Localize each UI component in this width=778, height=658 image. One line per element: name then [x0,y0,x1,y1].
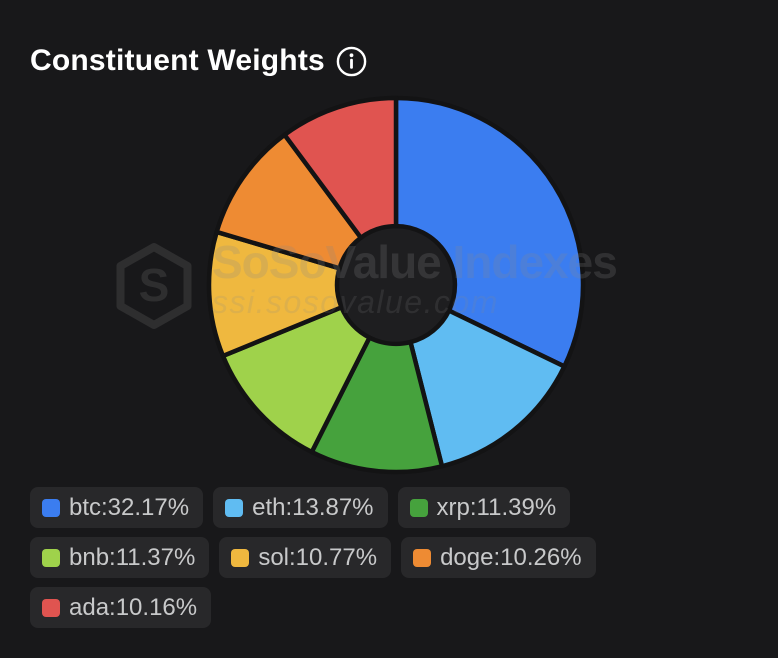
legend-row: btc:32.17% eth:13.87% xrp:11.39% [30,487,596,528]
donut-hole [335,224,457,346]
legend-chip-xrp[interactable]: xrp:11.39% [397,487,571,528]
legend-label-eth: eth:13.87% [252,493,374,521]
legend-label-bnb: bnb:11.37% [69,543,196,571]
legend-chip-eth[interactable]: eth:13.87% [213,487,388,528]
legend-label-xrp: xrp:11.39% [436,493,557,521]
legend-swatch-ada [42,598,60,617]
slice-doge[interactable] [214,132,364,271]
slice-btc[interactable] [393,95,586,369]
legend-swatch-xrp [409,498,428,517]
slice-bnb[interactable] [220,305,372,455]
legend-swatch-eth [225,498,244,517]
svg-text:S: S [139,259,170,311]
donut-chart-svg [206,95,586,475]
slice-xrp[interactable] [309,335,445,475]
legend-chip-doge[interactable]: doge:10.26% [401,537,596,578]
info-icon[interactable] [335,45,368,78]
legend-chip-bnb[interactable]: bnb:11.37% [30,537,210,578]
legend-chip-sol[interactable]: sol:10.77% [219,537,392,578]
legend-label-ada: ada:10.16% [69,593,198,621]
legend-label-btc: btc:32.17% [69,493,190,521]
legend-swatch-btc [42,498,60,517]
legend-row: ada:10.16% [30,587,596,628]
chart-header: Constituent Weights [30,44,368,78]
legend: btc:32.17% eth:13.87% xrp:11.39% bnb:11.37%… [30,487,596,628]
legend-row: bnb:11.37% sol:10.77% doge:10.26% [30,537,596,578]
legend-swatch-doge [413,548,432,567]
slice-sol[interactable] [206,229,344,359]
page-title: Constituent Weights [30,44,325,77]
legend-swatch-sol [231,548,250,567]
legend-label-sol: sol:10.77% [258,543,378,571]
legend-chip-btc[interactable]: btc:32.17% [30,487,204,528]
slice-eth[interactable] [408,308,567,469]
legend-label-doge: doge:10.26% [440,543,582,571]
slice-ada[interactable] [282,95,399,240]
legend-chip-ada[interactable]: ada:10.16% [30,587,212,628]
sosovalue-logo-icon: S [116,243,192,329]
legend-swatch-bnb [42,548,60,567]
